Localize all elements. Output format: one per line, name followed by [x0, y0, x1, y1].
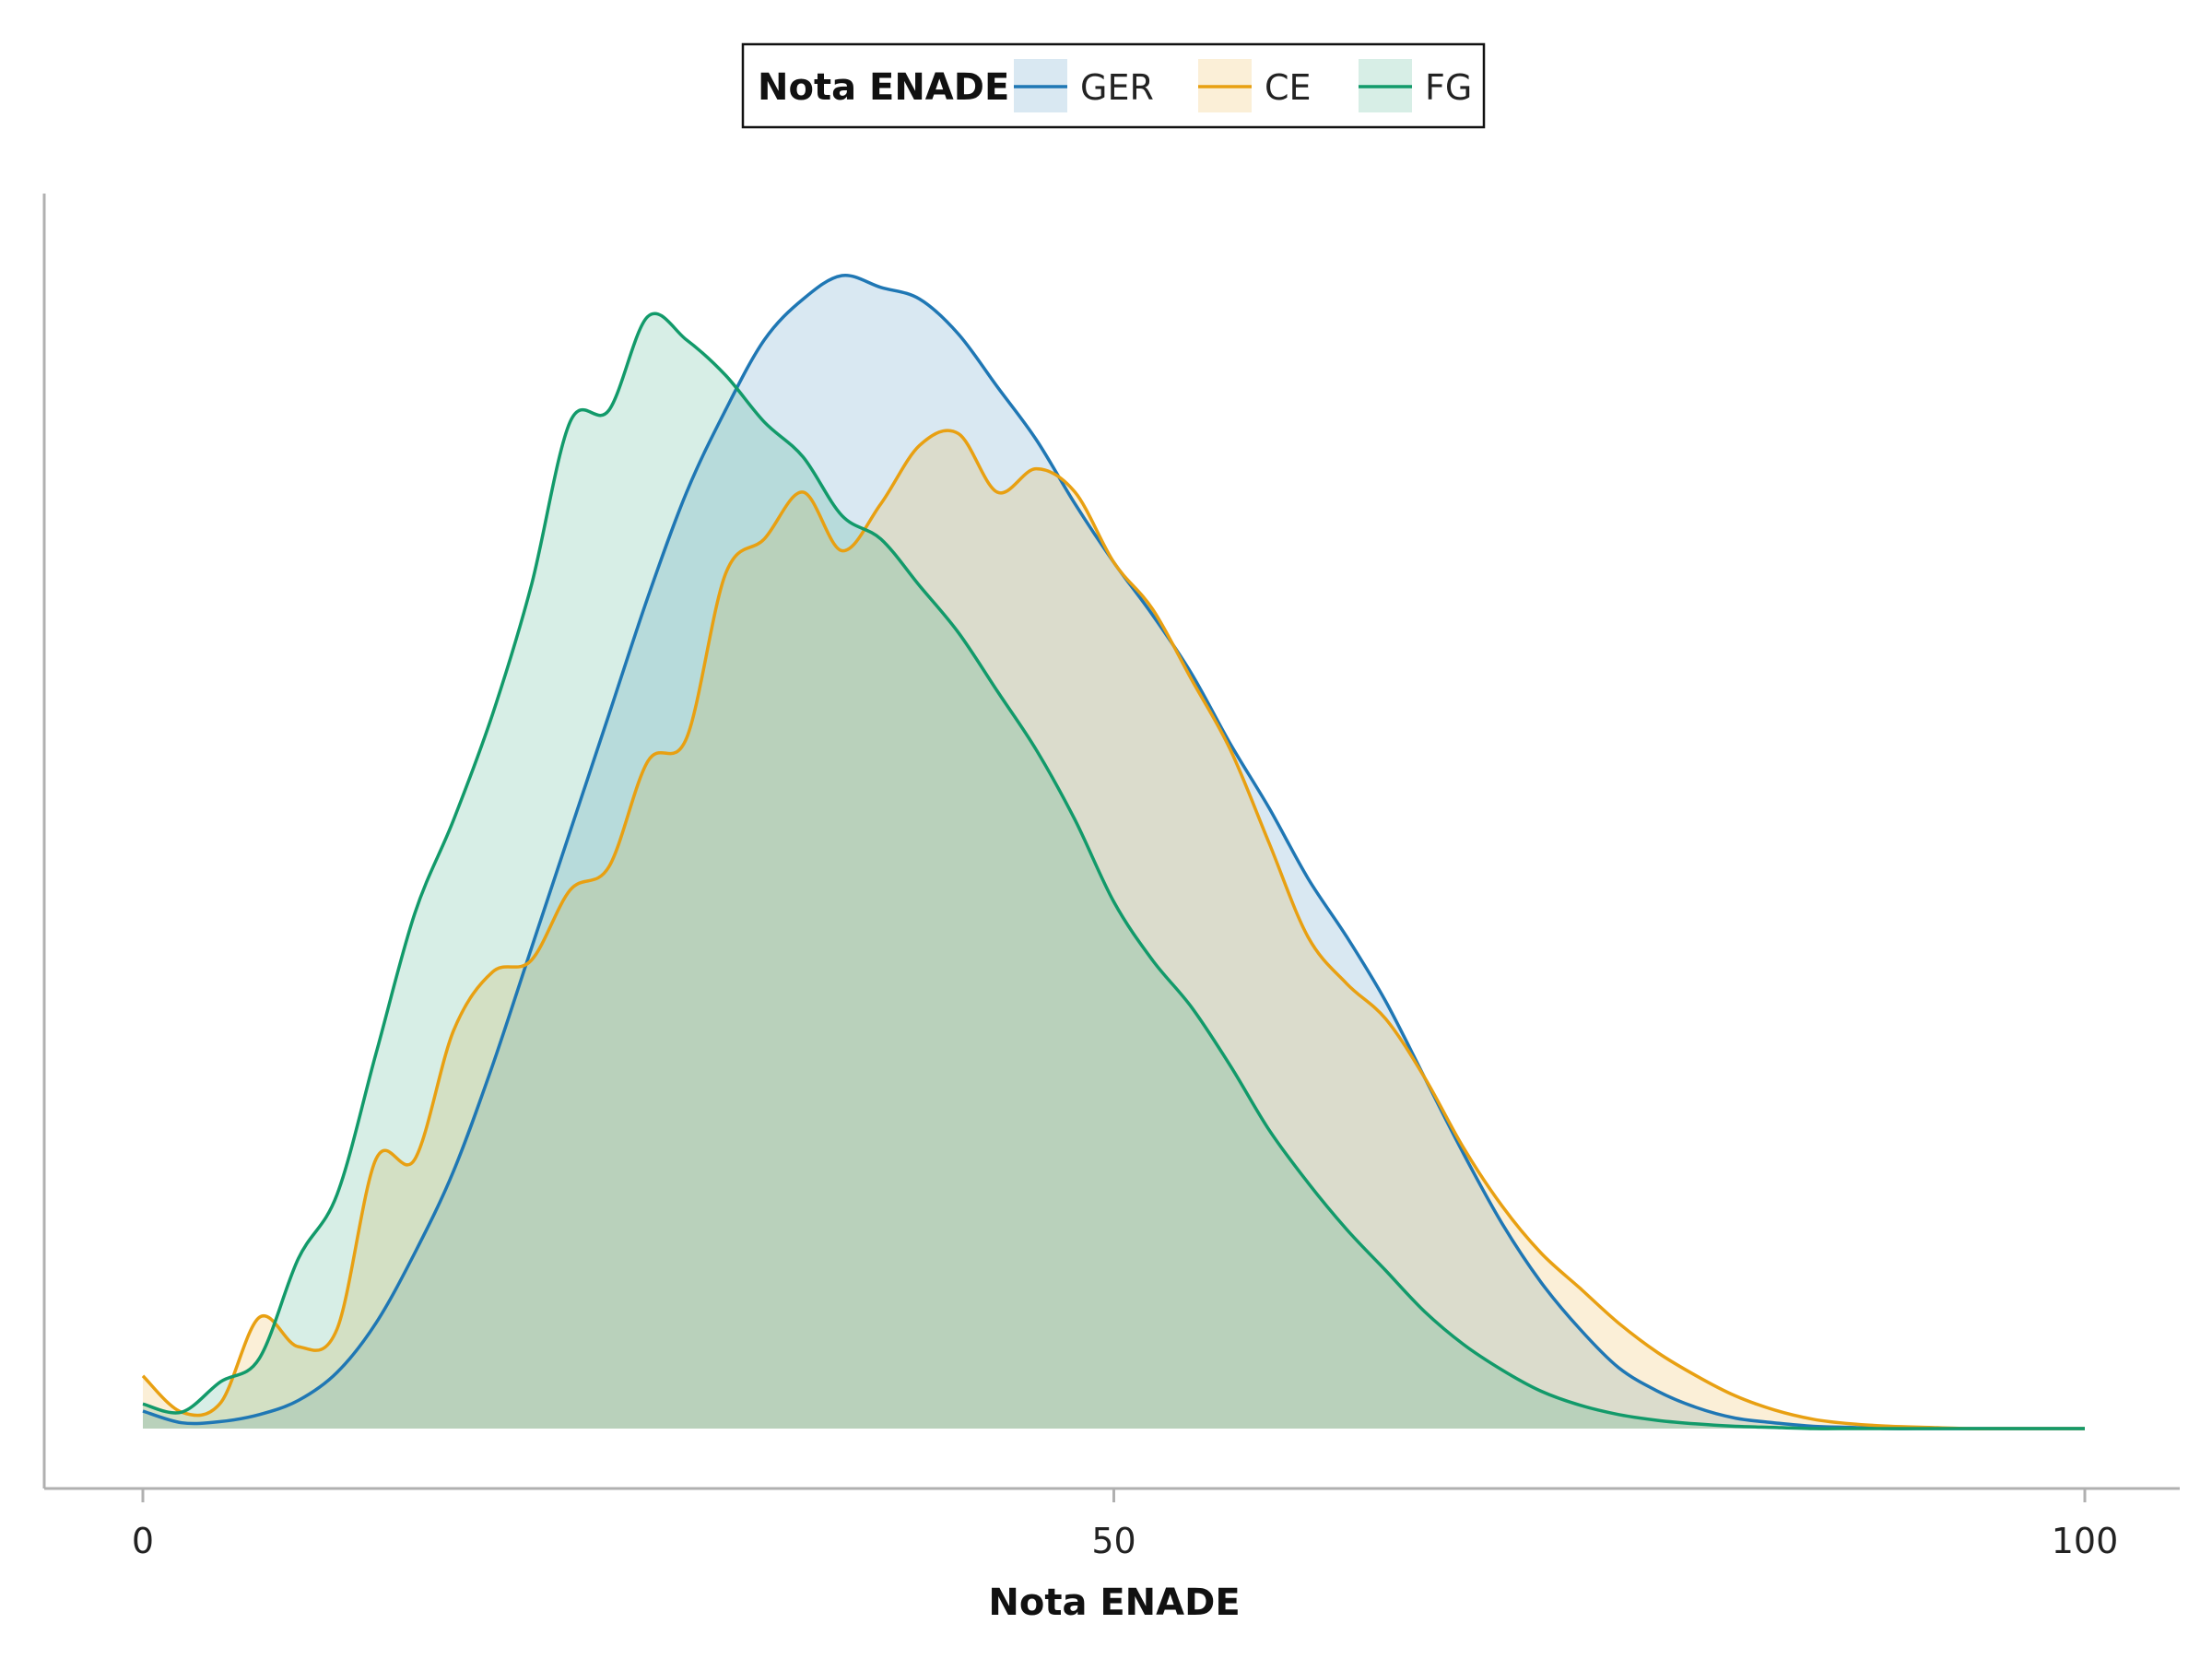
line-ger: [142, 274, 2085, 1430]
area-ce: [143, 430, 2085, 1430]
x-tick-label: 100: [2052, 1521, 2119, 1561]
x-axis-title: Nota ENADE: [988, 1582, 1240, 1624]
x-axis-ticks: 0 50 100: [132, 1488, 2118, 1561]
legend-label-ce: CE: [1265, 67, 1312, 108]
legend-label-ger: GER: [1080, 67, 1154, 108]
x-tick-label: 0: [132, 1521, 154, 1561]
x-tick-label: 50: [1091, 1521, 1135, 1561]
legend-label-fg: FG: [1425, 67, 1472, 108]
density-areas: [143, 275, 2085, 1430]
line-fg: [142, 312, 2085, 1430]
area-fg: [143, 313, 2085, 1430]
line-ce: [141, 429, 2085, 1430]
legend-items: GER CE FG: [1014, 59, 1472, 112]
legend: Nota ENADE GER CE FG: [741, 42, 1486, 129]
area-ger: [143, 275, 2085, 1430]
density-lines: [141, 274, 2085, 1430]
legend-title: Nota ENADE: [758, 66, 1009, 109]
